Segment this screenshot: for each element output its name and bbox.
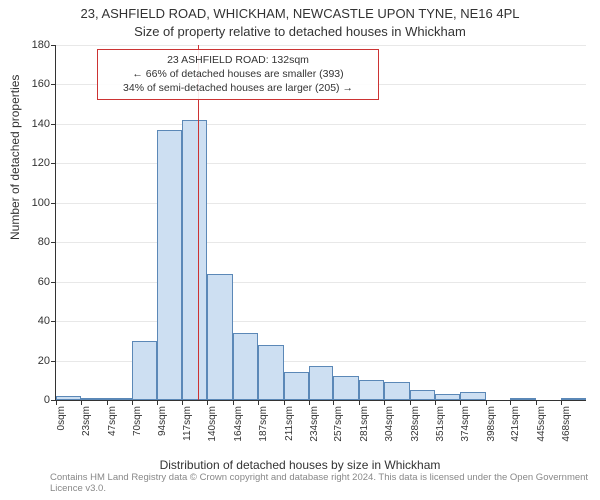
- chart-container: 23, ASHFIELD ROAD, WHICKHAM, NEWCASTLE U…: [0, 0, 600, 500]
- xtick-mark: [182, 400, 183, 405]
- footnote-text: Contains HM Land Registry data © Crown c…: [50, 472, 600, 494]
- chart-title-line2: Size of property relative to detached ho…: [0, 24, 600, 39]
- xtick-mark: [561, 400, 562, 405]
- xtick-label: 117sqm: [182, 406, 193, 441]
- histogram-bar: [284, 372, 309, 400]
- grid-line: [56, 321, 586, 322]
- xtick-mark: [359, 400, 360, 405]
- ytick-mark: [51, 242, 56, 243]
- xtick-label: 234sqm: [309, 406, 320, 442]
- xtick-label: 211sqm: [284, 406, 295, 441]
- xtick-mark: [460, 400, 461, 405]
- xtick-mark: [309, 400, 310, 405]
- xtick-mark: [384, 400, 385, 405]
- histogram-bar: [435, 394, 460, 400]
- grid-line: [56, 282, 586, 283]
- xtick-label: 0sqm: [56, 406, 67, 430]
- ytick-label: 0: [44, 394, 50, 406]
- xtick-label: 468sqm: [561, 406, 572, 442]
- ytick-label: 120: [32, 157, 50, 169]
- xtick-label: 398sqm: [486, 406, 497, 442]
- ytick-mark: [51, 321, 56, 322]
- xtick-label: 304sqm: [384, 406, 395, 442]
- xtick-mark: [258, 400, 259, 405]
- histogram-bar: [258, 345, 284, 400]
- ytick-mark: [51, 84, 56, 85]
- xtick-label: 70sqm: [132, 406, 143, 436]
- ytick-label: 140: [32, 118, 50, 130]
- histogram-bar: [182, 120, 207, 400]
- xtick-mark: [284, 400, 285, 405]
- annotation-line: 34% of semi-detached houses are larger (…: [104, 81, 372, 95]
- xtick-label: 257sqm: [333, 406, 344, 442]
- xtick-label: 328sqm: [410, 406, 421, 442]
- xtick-label: 94sqm: [157, 406, 168, 436]
- xtick-mark: [510, 400, 511, 405]
- xtick-label: 23sqm: [81, 406, 92, 436]
- histogram-bar: [233, 333, 258, 400]
- annotation-box: 23 ASHFIELD ROAD: 132sqm← 66% of detache…: [97, 49, 379, 100]
- ytick-label: 60: [38, 276, 50, 288]
- histogram-bar: [410, 390, 435, 400]
- grid-line: [56, 242, 586, 243]
- grid-line: [56, 124, 586, 125]
- xtick-mark: [207, 400, 208, 405]
- xtick-label: 445sqm: [536, 406, 547, 442]
- ytick-label: 180: [32, 39, 50, 51]
- xtick-label: 351sqm: [435, 406, 446, 442]
- plot-area: 0204060801001201401601800sqm23sqm47sqm70…: [55, 45, 586, 401]
- xtick-mark: [410, 400, 411, 405]
- ytick-label: 20: [38, 355, 50, 367]
- histogram-bar: [107, 398, 132, 400]
- histogram-bar: [56, 396, 81, 400]
- histogram-bar: [309, 366, 334, 400]
- ytick-mark: [51, 163, 56, 164]
- ytick-label: 160: [32, 78, 50, 90]
- xtick-mark: [435, 400, 436, 405]
- histogram-bar: [384, 382, 410, 400]
- ytick-mark: [51, 124, 56, 125]
- xtick-mark: [333, 400, 334, 405]
- ytick-label: 100: [32, 197, 50, 209]
- histogram-bar: [460, 392, 486, 400]
- histogram-bar: [207, 274, 233, 400]
- xtick-mark: [536, 400, 537, 405]
- xtick-mark: [107, 400, 108, 405]
- xtick-label: 164sqm: [233, 406, 244, 442]
- xtick-label: 140sqm: [207, 406, 218, 442]
- histogram-bar: [81, 398, 107, 400]
- xtick-mark: [81, 400, 82, 405]
- xtick-label: 47sqm: [107, 406, 118, 436]
- xtick-mark: [132, 400, 133, 405]
- xtick-mark: [233, 400, 234, 405]
- ytick-mark: [51, 361, 56, 362]
- grid-line: [56, 203, 586, 204]
- xtick-mark: [486, 400, 487, 405]
- xtick-label: 374sqm: [460, 406, 471, 442]
- xtick-label: 281sqm: [359, 406, 370, 442]
- histogram-bar: [561, 398, 586, 400]
- ytick-label: 40: [38, 315, 50, 327]
- chart-title-line1: 23, ASHFIELD ROAD, WHICKHAM, NEWCASTLE U…: [0, 6, 600, 21]
- histogram-bar: [510, 398, 536, 400]
- grid-line: [56, 45, 586, 46]
- xtick-label: 187sqm: [258, 406, 269, 442]
- ytick-mark: [51, 203, 56, 204]
- xtick-label: 421sqm: [510, 406, 521, 442]
- xtick-mark: [157, 400, 158, 405]
- annotation-line: 23 ASHFIELD ROAD: 132sqm: [104, 53, 372, 67]
- ytick-label: 80: [38, 236, 50, 248]
- histogram-bar: [132, 341, 158, 400]
- x-axis-label: Distribution of detached houses by size …: [0, 458, 600, 472]
- histogram-bar: [157, 130, 182, 400]
- grid-line: [56, 163, 586, 164]
- xtick-mark: [56, 400, 57, 405]
- annotation-line: ← 66% of detached houses are smaller (39…: [104, 67, 372, 81]
- y-axis-label: Number of detached properties: [8, 75, 22, 240]
- histogram-bar: [333, 376, 359, 400]
- ytick-mark: [51, 45, 56, 46]
- ytick-mark: [51, 282, 56, 283]
- histogram-bar: [359, 380, 384, 400]
